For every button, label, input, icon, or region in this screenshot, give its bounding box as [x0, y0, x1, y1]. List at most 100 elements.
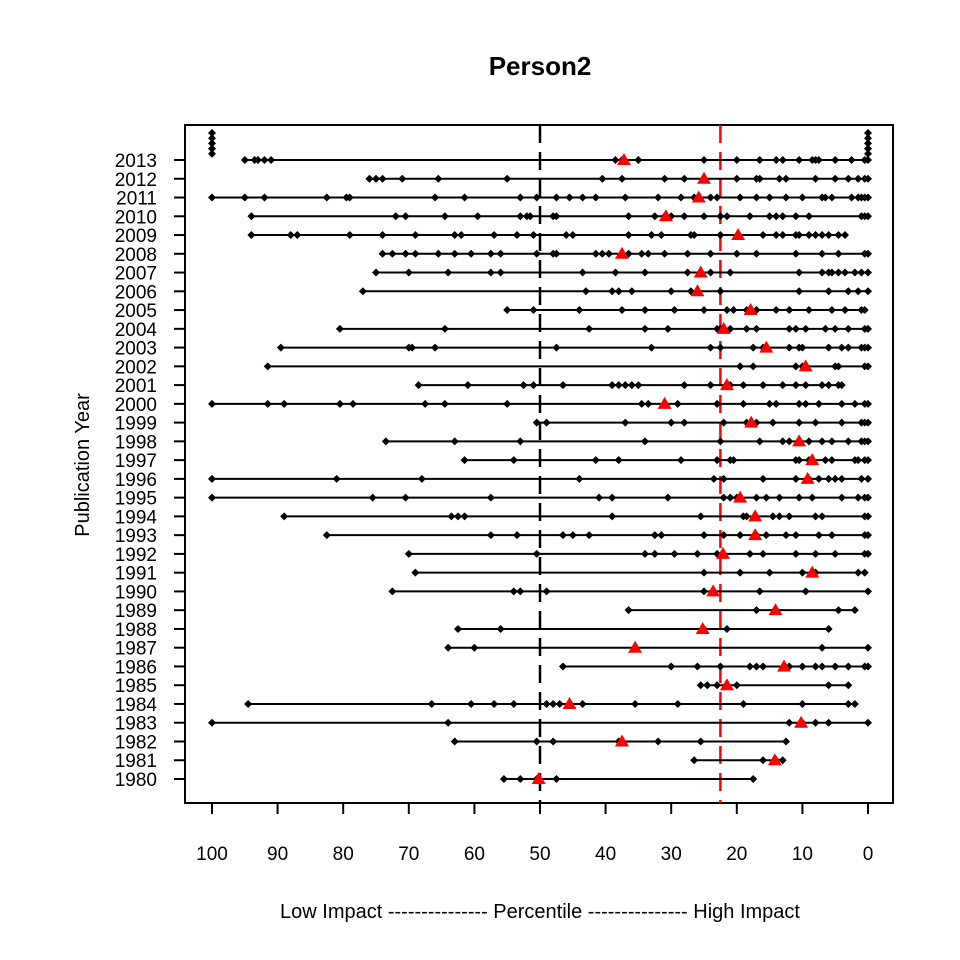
data-point	[804, 437, 813, 446]
data-point	[378, 249, 387, 258]
data-point	[503, 174, 512, 183]
data-point	[634, 381, 643, 390]
data-point	[516, 193, 525, 202]
data-point	[837, 399, 846, 408]
data-point	[726, 268, 735, 277]
data-point	[755, 437, 764, 446]
data-point	[516, 587, 525, 596]
data-point	[509, 699, 518, 708]
y-tick-label: 1987	[115, 639, 157, 660]
data-point	[608, 381, 617, 390]
data-point	[680, 174, 689, 183]
y-tick-label: 2008	[115, 245, 157, 266]
x-tick-label: 20	[726, 844, 747, 865]
data-point	[598, 174, 607, 183]
data-point	[759, 474, 768, 483]
x-axis-caption: Low Impact --------------- Percentile --…	[280, 901, 800, 923]
data-point	[532, 418, 541, 427]
data-point	[713, 399, 722, 408]
data-point	[700, 156, 708, 164]
data-point	[850, 699, 859, 708]
data-point	[795, 156, 804, 164]
data-point	[745, 212, 754, 221]
data-point	[765, 212, 774, 221]
data-point	[785, 512, 794, 521]
data-point	[624, 231, 633, 240]
data-point	[864, 174, 872, 183]
data-point	[627, 381, 636, 390]
data-point	[401, 212, 410, 221]
data-point	[663, 493, 672, 502]
data-point	[322, 193, 331, 202]
data-point	[791, 362, 800, 371]
x-axis: 100 90 80 70 60 50 40 30 20 10 0	[196, 803, 873, 865]
data-point	[450, 737, 459, 746]
data-point	[558, 531, 567, 540]
data-point	[578, 699, 587, 708]
data-point	[864, 343, 872, 352]
data-point	[831, 156, 840, 164]
data-point	[591, 193, 600, 202]
data-point	[759, 381, 768, 390]
data-point	[496, 624, 505, 633]
data-point	[847, 156, 856, 164]
data-point	[516, 437, 525, 446]
data-point	[558, 662, 567, 671]
median-marker-1982	[615, 734, 629, 747]
median-marker-1992	[716, 546, 731, 559]
data-point	[335, 399, 344, 408]
data-point	[608, 493, 617, 502]
data-point	[785, 306, 794, 315]
data-point	[857, 474, 866, 483]
data-point	[660, 249, 669, 258]
data-point	[795, 456, 804, 465]
data-point	[604, 249, 613, 258]
data-point	[496, 268, 505, 277]
data-point	[864, 587, 872, 596]
y-tick-label: 1999	[115, 414, 157, 435]
data-point	[624, 606, 633, 615]
data-point	[706, 268, 715, 277]
data-point	[837, 343, 846, 352]
data-point	[827, 456, 836, 465]
data-point	[827, 193, 836, 202]
data-point	[854, 456, 863, 465]
data-point	[552, 193, 561, 202]
data-point	[791, 474, 800, 483]
y-tick-label: 2007	[115, 264, 157, 285]
y-tick-label: 2002	[115, 357, 157, 378]
y-tick-label: 2006	[115, 282, 157, 303]
data-point	[434, 174, 443, 183]
data-point	[372, 268, 380, 277]
data-point	[667, 287, 676, 296]
data-point	[585, 324, 594, 333]
data-point	[732, 174, 741, 183]
data-point	[811, 549, 820, 558]
data-point	[634, 156, 643, 164]
data-point	[864, 212, 872, 221]
data-point	[864, 549, 872, 558]
data-point	[532, 249, 541, 258]
data-point	[598, 249, 607, 258]
data-point	[811, 174, 820, 183]
data-point	[526, 212, 535, 221]
data-point	[640, 306, 649, 315]
data-point	[864, 512, 872, 521]
data-point	[244, 699, 253, 708]
data-point	[700, 531, 708, 540]
median-marker-2010	[658, 209, 673, 222]
data-point	[791, 249, 800, 258]
data-point	[372, 174, 380, 183]
data-point	[696, 512, 705, 521]
data-point	[690, 756, 699, 765]
data-point	[486, 268, 495, 277]
overflow-point	[864, 149, 872, 158]
data-point	[529, 306, 538, 315]
data-point	[834, 249, 843, 258]
data-point	[860, 306, 869, 315]
data-point	[578, 268, 587, 277]
data-point	[864, 249, 872, 258]
data-point	[417, 474, 426, 483]
data-point	[411, 249, 420, 258]
data-point	[558, 381, 567, 390]
